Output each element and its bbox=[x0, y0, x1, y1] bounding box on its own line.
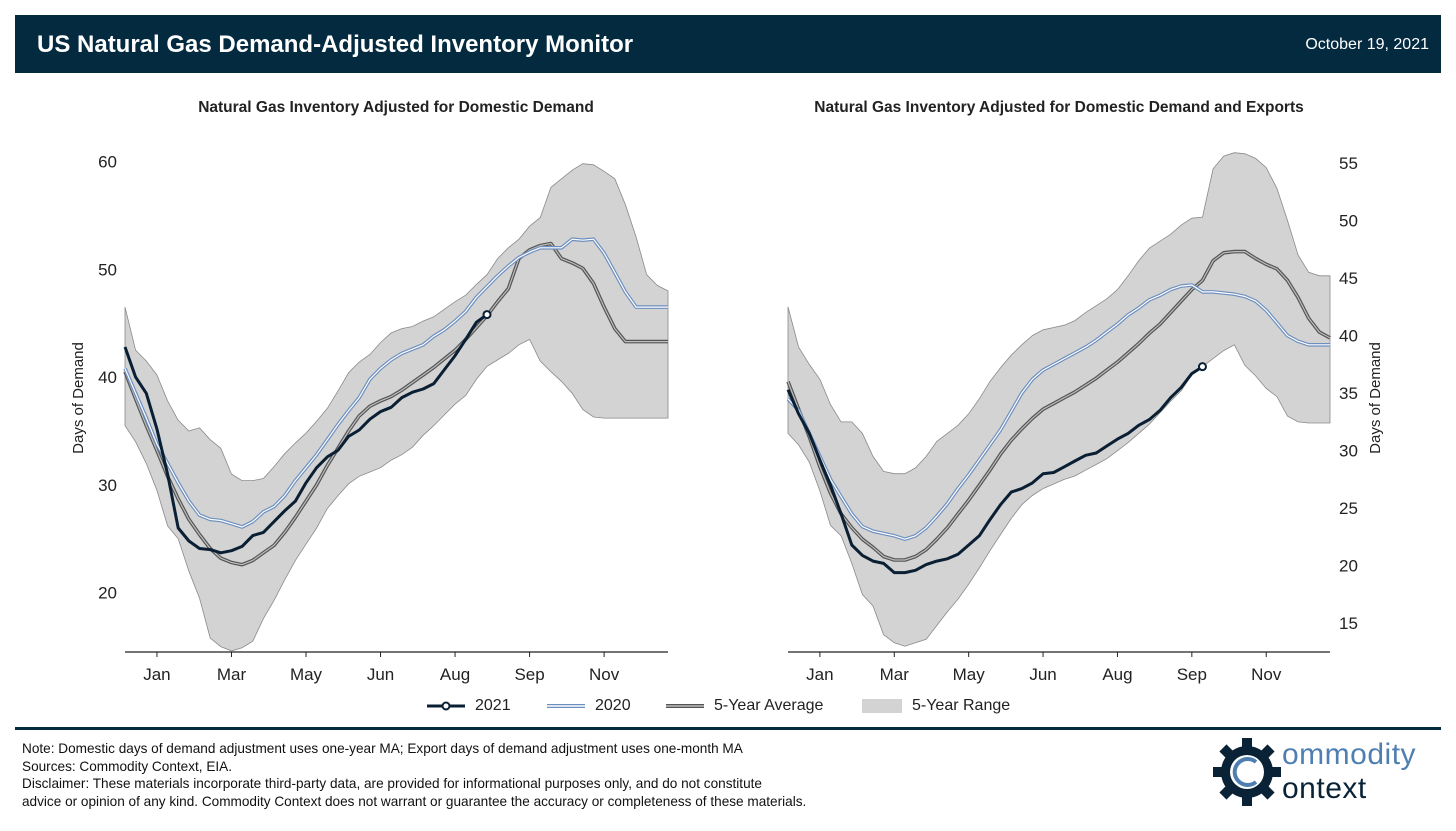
legend-label: 2021 bbox=[475, 697, 511, 714]
legend-label: 2020 bbox=[595, 697, 631, 714]
legend-item-range: 5-Year Range bbox=[862, 694, 1010, 718]
x-tick-label: Sep bbox=[1177, 665, 1207, 684]
logo-word-commodity: ommodity bbox=[1282, 738, 1417, 771]
y-tick-label: 35 bbox=[1339, 384, 1358, 403]
y-tick-label: 55 bbox=[1339, 154, 1358, 173]
series-2021-line bbox=[786, 365, 1204, 575]
x-tick-label: May bbox=[953, 665, 986, 684]
note-line: Note: Domestic days of demand adjustment… bbox=[22, 741, 743, 756]
x-tick-label: Jun bbox=[1029, 665, 1056, 684]
series-average-line-inner bbox=[124, 242, 668, 566]
y-tick-label: 40 bbox=[98, 368, 117, 387]
disclaimer-text: Disclaimer: These materials incorporate … bbox=[22, 776, 807, 809]
legend-range-swatch-icon bbox=[862, 699, 902, 713]
x-tick-label: Nov bbox=[1251, 665, 1282, 684]
legend-item-2021: 2021 bbox=[425, 694, 511, 718]
series-2020-line-inner bbox=[124, 238, 668, 528]
y-tick-label: 25 bbox=[1339, 499, 1358, 518]
series-2021-line bbox=[123, 313, 488, 555]
series-2020-line-inner bbox=[787, 284, 1330, 540]
charts-area: Natural Gas Inventory Adjusted for Domes… bbox=[70, 99, 1384, 684]
y-tick-label: 60 bbox=[98, 153, 117, 172]
x-tick-label: Mar bbox=[880, 665, 910, 684]
chart-title: Natural Gas Inventory Adjusted for Domes… bbox=[814, 99, 1304, 116]
legend-2021-marker-icon bbox=[427, 701, 465, 711]
header-bar: US Natural Gas Demand-Adjusted Inventory… bbox=[15, 15, 1441, 73]
company-logo: ommodity ontext bbox=[1212, 734, 1432, 810]
legend: 2021 2020 5-Year Average 5-Year Range bbox=[0, 694, 1456, 718]
y-tick-label: 40 bbox=[1339, 327, 1358, 346]
series-2021-endpoint bbox=[1197, 362, 1207, 372]
report-date: October 19, 2021 bbox=[1305, 36, 1429, 53]
legend-average-line-icon bbox=[666, 704, 704, 708]
y-axis-label: Days of Demand bbox=[1367, 342, 1384, 454]
legend-item-average: 5-Year Average bbox=[664, 694, 823, 718]
logo-word-context: ontext bbox=[1282, 772, 1367, 805]
y-tick-label: 20 bbox=[1339, 557, 1358, 576]
footer-divider bbox=[15, 727, 1441, 730]
legend-2020-line-icon bbox=[547, 704, 585, 708]
y-tick-label: 45 bbox=[1339, 269, 1358, 288]
footer-notes: Note: Domestic days of demand adjustment… bbox=[22, 740, 1122, 810]
x-tick-label: Jan bbox=[806, 665, 833, 684]
legend-item-2020: 2020 bbox=[545, 694, 631, 718]
y-tick-label: 30 bbox=[98, 476, 117, 495]
x-tick-label: Aug bbox=[1102, 665, 1132, 684]
x-tick-label: Mar bbox=[217, 665, 247, 684]
series-average-line-inner bbox=[787, 251, 1331, 561]
y-tick-label: 20 bbox=[98, 584, 117, 603]
x-tick-label: Jun bbox=[367, 665, 394, 684]
gear-logo-icon bbox=[1213, 738, 1281, 806]
sources-line: Sources: Commodity Context, EIA. bbox=[22, 758, 233, 774]
legend-label: 5-Year Range bbox=[912, 697, 1011, 714]
x-tick-label: May bbox=[290, 665, 323, 684]
chart-title: Natural Gas Inventory Adjusted for Domes… bbox=[198, 99, 594, 116]
x-tick-label: Jan bbox=[143, 665, 170, 684]
y-axis-label: Days of Demand bbox=[70, 342, 87, 454]
y-tick-label: 50 bbox=[1339, 212, 1358, 231]
range-band bbox=[124, 163, 669, 652]
y-tick-label: 30 bbox=[1339, 442, 1358, 461]
x-tick-label: Aug bbox=[440, 665, 470, 684]
y-tick-label: 15 bbox=[1339, 614, 1358, 633]
series-2021-endpoint bbox=[482, 310, 492, 320]
legend-label: 5-Year Average bbox=[714, 697, 824, 714]
x-tick-label: Sep bbox=[514, 665, 544, 684]
y-tick-label: 50 bbox=[98, 260, 117, 279]
x-tick-label: Nov bbox=[589, 665, 620, 684]
page-title: US Natural Gas Demand-Adjusted Inventory… bbox=[37, 31, 634, 58]
